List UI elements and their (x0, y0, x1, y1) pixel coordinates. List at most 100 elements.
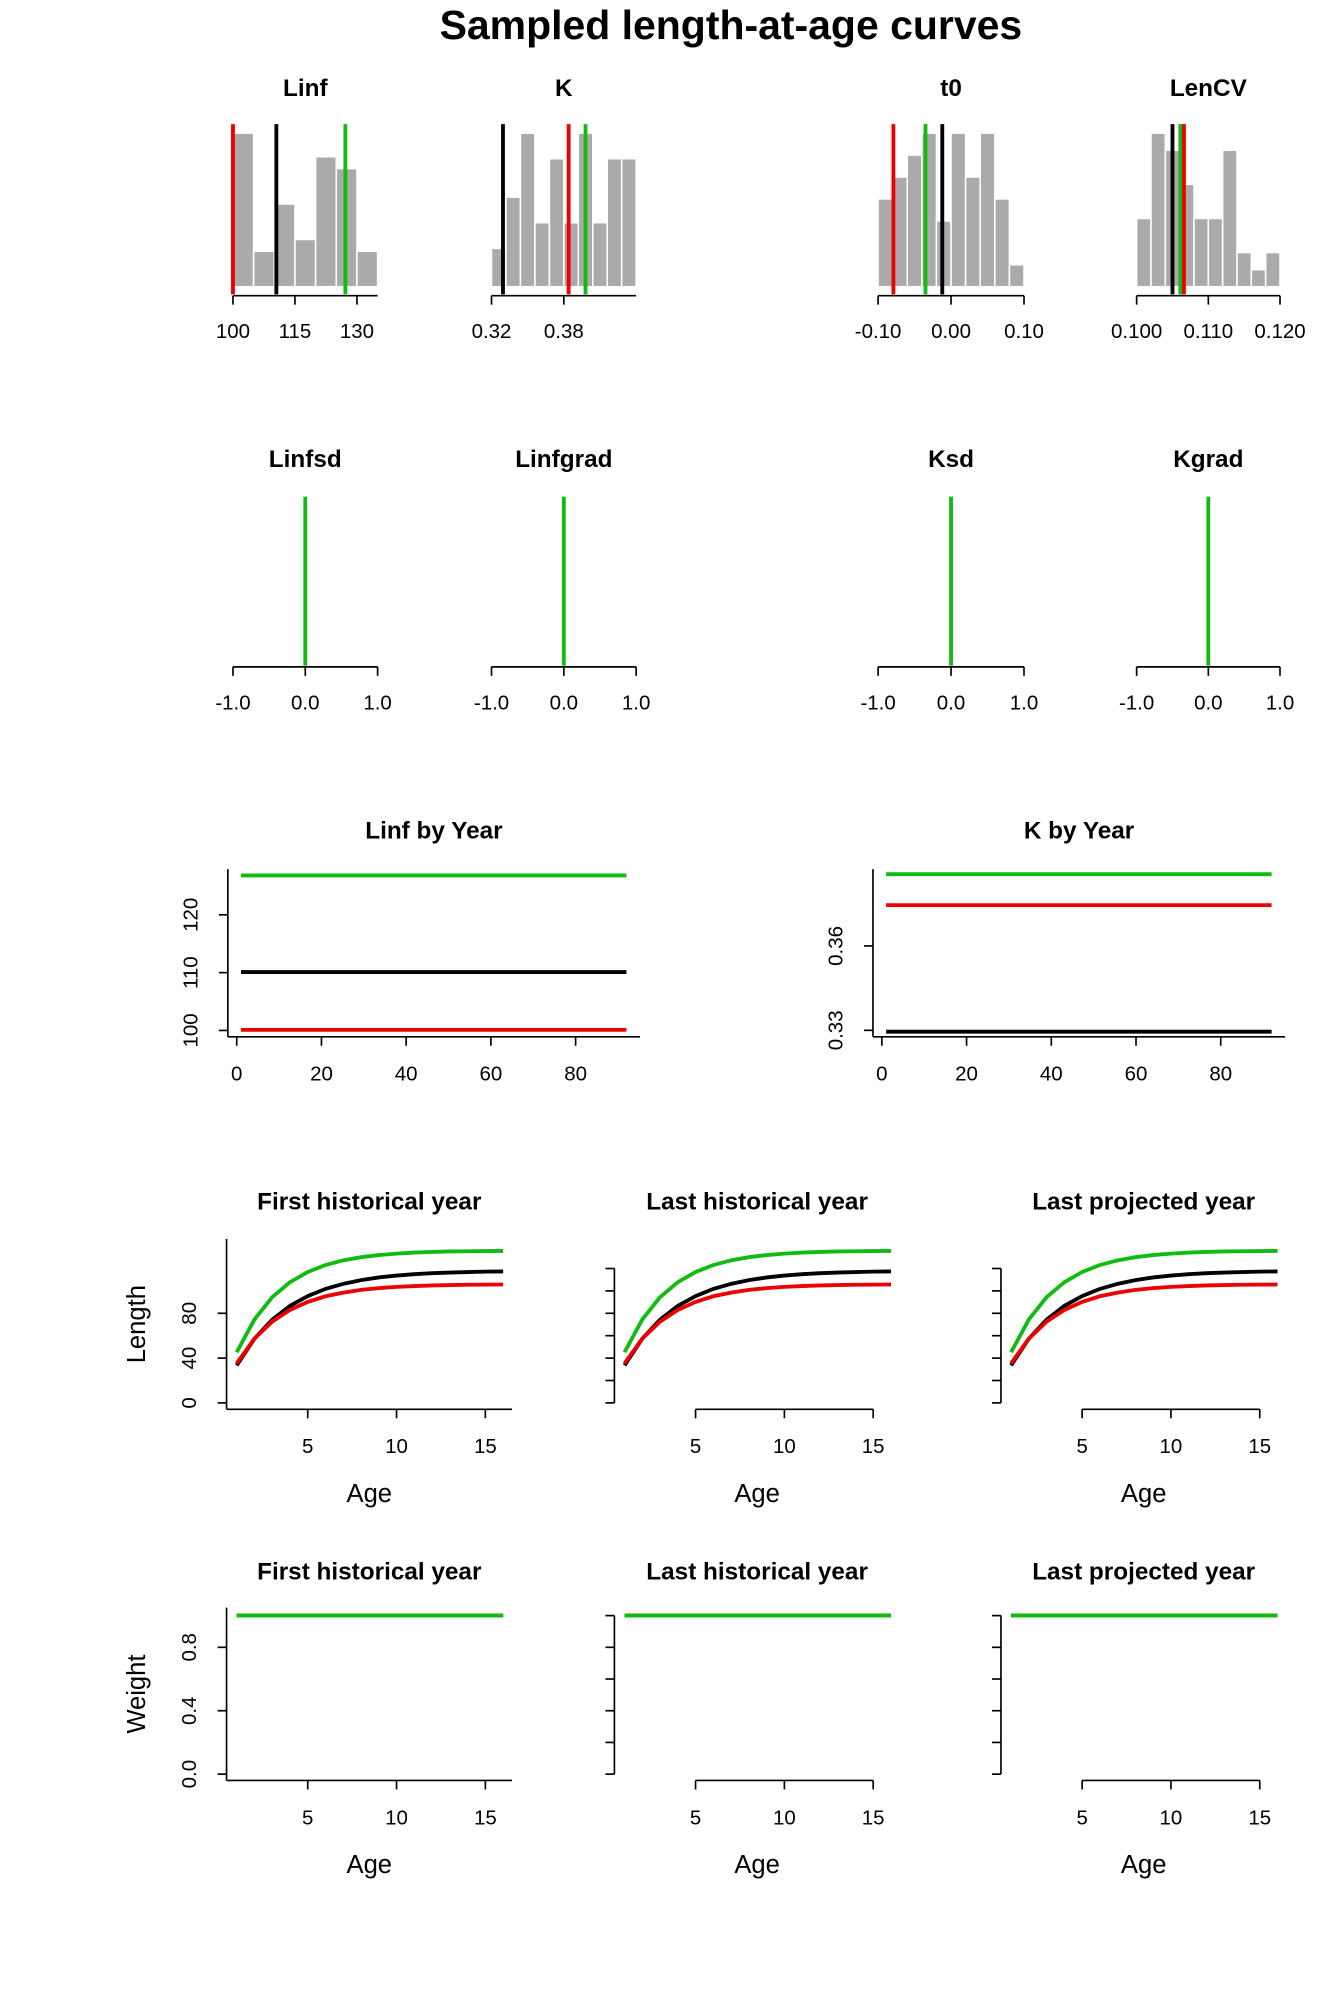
x-tick-label: 0.10 (1004, 320, 1044, 343)
hist-bar (1264, 251, 1281, 288)
x-tick-label: 5 (1076, 1806, 1087, 1829)
hist-bar (1193, 217, 1210, 288)
x-tick-label: 0.110 (1183, 320, 1233, 343)
x-tick-label: 0.38 (544, 320, 584, 343)
x-tick-label: 80 (1209, 1063, 1232, 1086)
hist-bar (534, 221, 551, 288)
hist-bar (1250, 268, 1267, 288)
x-tick-label: 0.100 (1111, 320, 1162, 343)
hist-bar (548, 157, 565, 288)
x-tick-label: 80 (564, 1063, 587, 1086)
panel-title: LenCV (1170, 75, 1248, 102)
x-tick-label: -1.0 (860, 691, 895, 714)
y-tick-label: 120 (179, 898, 202, 932)
x-tick-label: 1.0 (1266, 691, 1294, 714)
x-tick-label: 1.0 (1010, 691, 1038, 714)
panel-title: Linfgrad (515, 446, 612, 473)
x-tick-label: 40 (395, 1063, 418, 1086)
panel-title: K by Year (1024, 817, 1135, 844)
x-tick-label: 15 (474, 1806, 497, 1829)
y-tick-label: 100 (179, 1013, 202, 1047)
panel-title: Last historical year (646, 1189, 868, 1216)
hist-bar (252, 250, 276, 288)
x-tick-label: -1.0 (215, 691, 250, 714)
x-tick-label: 10 (773, 1806, 796, 1829)
x-tick-label: 130 (340, 320, 374, 343)
x-tick-label: 1.0 (363, 691, 391, 714)
hist-bar (979, 132, 996, 288)
x-tick-label: 15 (862, 1806, 885, 1829)
x-tick-label: 5 (690, 1435, 701, 1458)
x-tick-label: 20 (955, 1063, 978, 1086)
series-line (1009, 1248, 1278, 1354)
x-tick-label: 0.0 (291, 691, 319, 714)
x-tick-label: 0 (876, 1063, 887, 1086)
hist-bar (314, 155, 338, 288)
hist-bar (1150, 132, 1167, 288)
series-line (622, 1282, 891, 1365)
x-axis-label: Age (347, 1480, 393, 1508)
y-tick-label: 0.8 (178, 1633, 201, 1661)
x-tick-label: 1.0 (622, 691, 650, 714)
y-tick-label: 0.4 (178, 1696, 201, 1724)
x-tick-label: 15 (474, 1435, 497, 1458)
hist-bar (606, 157, 623, 288)
x-axis-label: Age (1121, 1851, 1167, 1879)
x-tick-label: 20 (310, 1063, 333, 1086)
hist-bar (232, 132, 255, 288)
hist-bar (519, 132, 536, 288)
series-line (622, 1248, 891, 1354)
hist-bar (563, 221, 580, 288)
panel-title: t0 (940, 75, 962, 102)
y-tick-label: 0.33 (825, 1010, 848, 1050)
panel-title: Kgrad (1173, 446, 1243, 473)
x-tick-label: 0.120 (1254, 320, 1305, 343)
panel-title: Linf (283, 75, 328, 102)
hist-bar (950, 132, 967, 288)
y-axis-label: Length (123, 1285, 151, 1363)
x-tick-label: 5 (1076, 1435, 1087, 1458)
hist-bar (1221, 149, 1238, 288)
hist-bar (620, 157, 637, 288)
x-tick-label: 10 (773, 1435, 796, 1458)
panel-title: Ksd (928, 446, 974, 473)
x-tick-label: 10 (1160, 1435, 1183, 1458)
y-tick-label: 0 (178, 1397, 201, 1408)
x-tick-label: 15 (1248, 1435, 1271, 1458)
hist-bar (1207, 217, 1224, 288)
hist-bar (1008, 264, 1025, 288)
x-tick-label: 100 (216, 320, 250, 343)
series-line (622, 1269, 891, 1367)
x-tick-label: 60 (480, 1063, 503, 1086)
panel-title: K (555, 75, 573, 102)
x-tick-label: 10 (385, 1806, 408, 1829)
panel-title: Linf by Year (365, 817, 503, 844)
x-tick-label: 60 (1125, 1063, 1148, 1086)
hist-bar (356, 250, 379, 288)
x-tick-label: 10 (1160, 1806, 1183, 1829)
x-tick-label: 5 (302, 1806, 313, 1829)
series-line (1009, 1269, 1278, 1367)
panel-title: Last historical year (646, 1559, 868, 1586)
y-tick-label: 80 (178, 1302, 201, 1325)
figure-title: Sampled length-at-age curves (440, 2, 1023, 48)
series-line (235, 1269, 504, 1367)
x-tick-label: 0 (231, 1063, 242, 1086)
hist-bar (592, 221, 609, 288)
x-tick-label: 0.32 (472, 320, 512, 343)
y-tick-label: 40 (178, 1347, 201, 1370)
x-tick-label: 0.0 (937, 691, 965, 714)
x-tick-label: 0.0 (1194, 691, 1222, 714)
x-tick-label: 40 (1040, 1063, 1063, 1086)
y-tick-label: 0.36 (825, 926, 848, 966)
panel-title: Last projected year (1032, 1189, 1255, 1216)
x-tick-label: 0.0 (550, 691, 578, 714)
x-axis-label: Age (1121, 1480, 1167, 1508)
hist-bar (877, 198, 894, 288)
panel-title: Last projected year (1032, 1559, 1255, 1586)
x-axis-label: Age (734, 1480, 780, 1508)
x-tick-label: 5 (302, 1435, 313, 1458)
y-tick-label: 110 (179, 956, 202, 989)
